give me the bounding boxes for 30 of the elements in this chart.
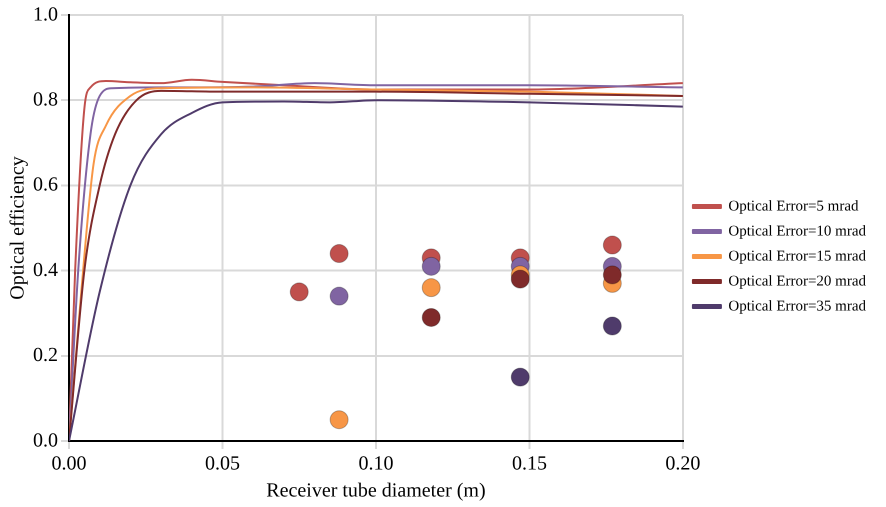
y-tick-label: 1.0 (33, 3, 58, 26)
point (330, 244, 349, 264)
legend-label: Optical Error=5 mrad (728, 198, 859, 214)
x-tick-label: 0.05 (204, 452, 240, 474)
x-tick-label: 0.20 (665, 452, 700, 474)
legend-label: Optical Error=10 mrad (728, 223, 866, 240)
point (422, 308, 441, 327)
x-tick-label: 0.00 (52, 452, 86, 474)
y-tick-label: 0.2 (33, 344, 58, 366)
y-tick-label: 0.0 (33, 429, 58, 452)
legend-label: Optical Error=35 mrad (728, 298, 866, 314)
point (602, 236, 622, 255)
point (602, 265, 622, 284)
y-tick-label: 0.6 (33, 174, 58, 196)
legend-label: Optical Error=15 mrad (728, 248, 866, 264)
point (330, 286, 349, 306)
y-axis-title: Optical efficiency (6, 156, 28, 300)
x-axis-title: Receiver tube diameter (m) (266, 479, 486, 502)
point (510, 270, 530, 289)
y-tick-label: 0.8 (33, 88, 58, 110)
point (422, 256, 441, 276)
legend-label: Optical Error=20 mrad (728, 273, 866, 290)
point (290, 282, 309, 302)
y-tick-label: 0.4 (33, 258, 58, 281)
point (510, 368, 530, 387)
x-tick-label: 0.15 (512, 452, 547, 474)
point (422, 278, 441, 298)
point (330, 410, 349, 430)
point (602, 316, 622, 336)
x-tick-label: 0.10 (358, 452, 394, 474)
